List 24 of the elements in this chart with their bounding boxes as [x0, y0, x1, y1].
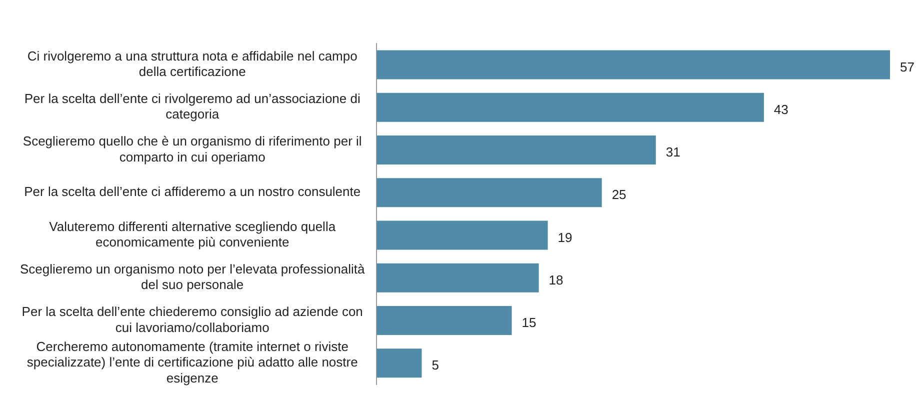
bar: [376, 263, 539, 292]
bar: [376, 92, 764, 122]
data-label: 57: [900, 59, 914, 74]
y-tick-label: Cercheremo autonomamente (tramite internet o riviste specializzate) l’ente di certificazione più adatto alle nostre esigenze: [26, 339, 358, 386]
data-label: 15: [522, 315, 536, 330]
y-tick-label: Per la scelta dell’ente ci affideremo a un nostro consulente: [24, 184, 361, 200]
bar: [376, 348, 422, 378]
y-tick-label: Sceglieremo un organismo noto per l’elevata professionalità del suo personale: [20, 262, 366, 292]
bar: [376, 306, 512, 335]
y-tick-label: Ci rivolgeremo a una struttura nota e affidabile nel campo della certificazione: [27, 48, 358, 80]
bar: [376, 220, 548, 250]
data-label: 31: [666, 144, 680, 160]
data-label: 25: [612, 187, 626, 202]
bar: [376, 178, 602, 208]
bar: [376, 50, 890, 80]
bar: [376, 135, 656, 164]
data-label: 19: [558, 230, 572, 245]
data-label: 43: [774, 102, 788, 117]
y-tick-label: Sceglieremo quello che è un organismo di riferimento per il comparto in cui operiamo: [22, 134, 362, 164]
y-tick-label: Valuteremo differenti alternative scegliendo quella economicamente più conveniente: [49, 218, 336, 250]
data-label: 5: [432, 358, 439, 373]
data-label: 18: [548, 272, 564, 288]
y-tick-label: Per la scelta dell’ente ci rivolgeremo ad un’associazione di categoria: [24, 91, 360, 122]
y-tick-label: Per la scelta dell’ente chiederemo consiglio ad aziende con cui lavoriamo/collaboriamo: [22, 304, 363, 335]
